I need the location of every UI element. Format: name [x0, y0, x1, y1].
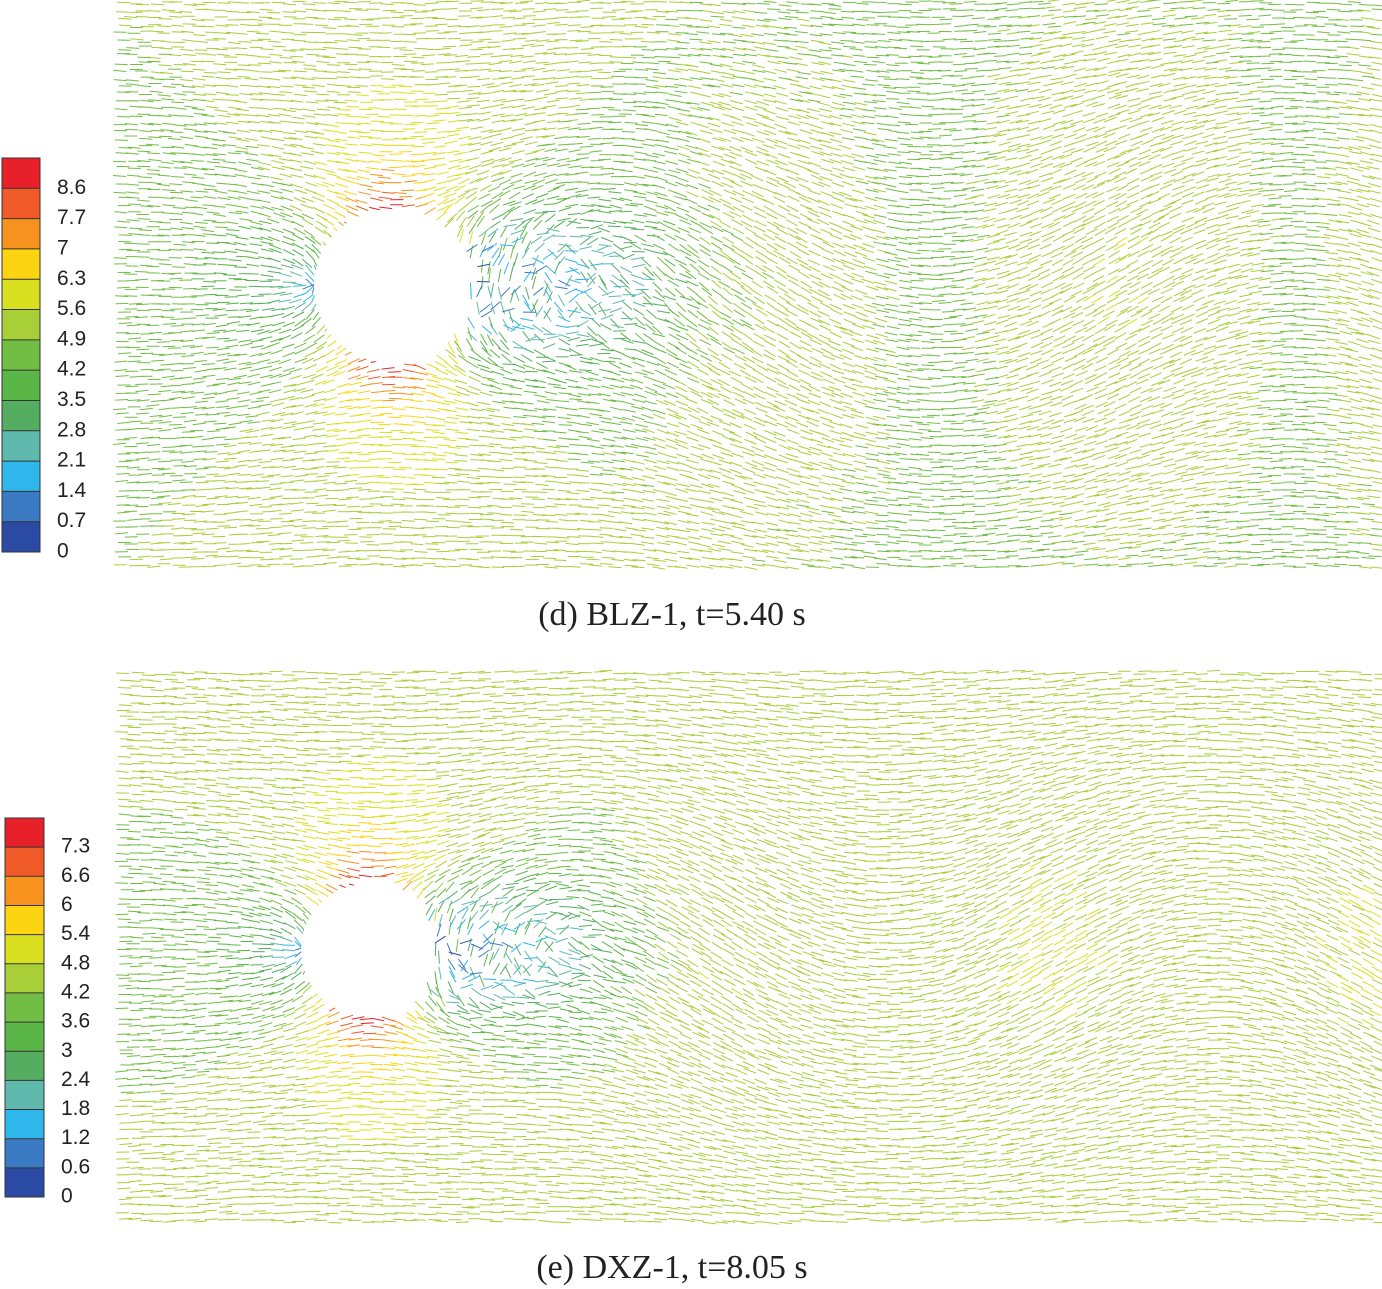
vectors	[191, 187, 700, 390]
colorbar-label: 2.8	[57, 418, 86, 441]
vector-field	[113, 0, 1382, 570]
colorbar-label: 4.2	[61, 980, 90, 1003]
vectors	[293, 237, 604, 335]
colorbar-band	[5, 963, 44, 994]
colorbar-band	[5, 1138, 44, 1169]
vectors	[332, 144, 459, 426]
colorbar-frame	[1, 157, 41, 553]
colorbar-label: 8.6	[57, 176, 86, 199]
cylinder	[314, 209, 468, 363]
colorbar-band	[5, 1109, 44, 1140]
colorbar-label: 1.2	[61, 1126, 90, 1149]
vector-field	[115, 670, 1382, 1225]
vectors	[476, 263, 491, 283]
colorbar-label: 4.8	[61, 951, 90, 974]
colorbar-label: 2.1	[57, 449, 86, 472]
colorbar-label: 7.3	[61, 835, 90, 858]
vectors	[434, 935, 473, 956]
colorbar-label: 0	[57, 540, 69, 563]
colorbar-label: 7	[57, 236, 69, 259]
vectors	[314, 822, 425, 1079]
vectors	[312, 84, 1150, 490]
vectors	[249, 882, 616, 1017]
colorbar-band	[5, 1167, 44, 1198]
colorbar-band	[2, 248, 40, 280]
colorbar-band	[5, 1022, 44, 1052]
colorbar-band	[5, 1051, 44, 1081]
cylinder	[301, 884, 433, 1016]
colorbar-band	[2, 158, 40, 189]
colorbar-band	[5, 847, 44, 877]
colorbar-label: 5.6	[57, 297, 86, 320]
colorbar-band	[2, 339, 40, 371]
colorbar-label: 6	[61, 893, 73, 916]
vectors	[338, 168, 436, 402]
colorbar-label: 6.3	[57, 267, 86, 290]
vectors	[204, 865, 657, 1034]
colorbar-label: 1.8	[61, 1097, 90, 1120]
colorbar-frame	[4, 817, 45, 1198]
colorbar-band	[5, 905, 44, 936]
colorbar-label: 0.7	[57, 509, 86, 532]
colorbar-band	[2, 521, 40, 553]
colorbar-band	[2, 491, 40, 523]
vectors	[115, 670, 1382, 1225]
colorbar-band	[2, 279, 40, 311]
caption: (e) DXZ-1, t=8.05 s	[536, 1249, 807, 1286]
colorbar-label: 0.6	[61, 1155, 90, 1178]
vectors	[113, 0, 1382, 570]
vectors	[302, 244, 571, 318]
colorbar-label: 3.5	[57, 388, 86, 411]
colorbar-band	[2, 218, 40, 250]
colorbar-label: 7.7	[57, 206, 86, 229]
colorbar-band	[2, 188, 40, 220]
vectors	[293, 757, 1382, 1141]
vectors	[278, 223, 655, 350]
colorbar-band	[5, 818, 44, 848]
colorbar-band	[5, 876, 44, 906]
caption: (d) BLZ-1, t=5.40 s	[538, 596, 806, 633]
vectors	[328, 866, 395, 1035]
vectors	[113, 0, 1382, 570]
colorbar-label: 4.2	[57, 358, 86, 381]
colorbar-band	[5, 1080, 44, 1111]
colorbar-band	[2, 370, 40, 401]
vectors	[270, 896, 584, 1004]
colorbar-band	[2, 400, 40, 432]
colorbar-label: 5.4	[61, 922, 91, 945]
colorbar-label: 2.4	[61, 1068, 91, 1091]
colorbar-label: 1.4	[57, 479, 87, 502]
colorbar-label: 3	[61, 1039, 73, 1062]
colorbar-band	[2, 430, 40, 462]
colorbar-label: 6.6	[61, 864, 90, 887]
colorbar-label: 3.6	[61, 1010, 90, 1033]
vectors	[325, 850, 413, 1049]
colorbar-band	[5, 992, 44, 1023]
colorbar-band	[5, 934, 44, 965]
colorbar-band	[2, 461, 40, 492]
colorbar-label: 0	[61, 1185, 73, 1208]
colorbar-label: 4.9	[57, 327, 86, 350]
colorbar-band	[2, 309, 40, 341]
